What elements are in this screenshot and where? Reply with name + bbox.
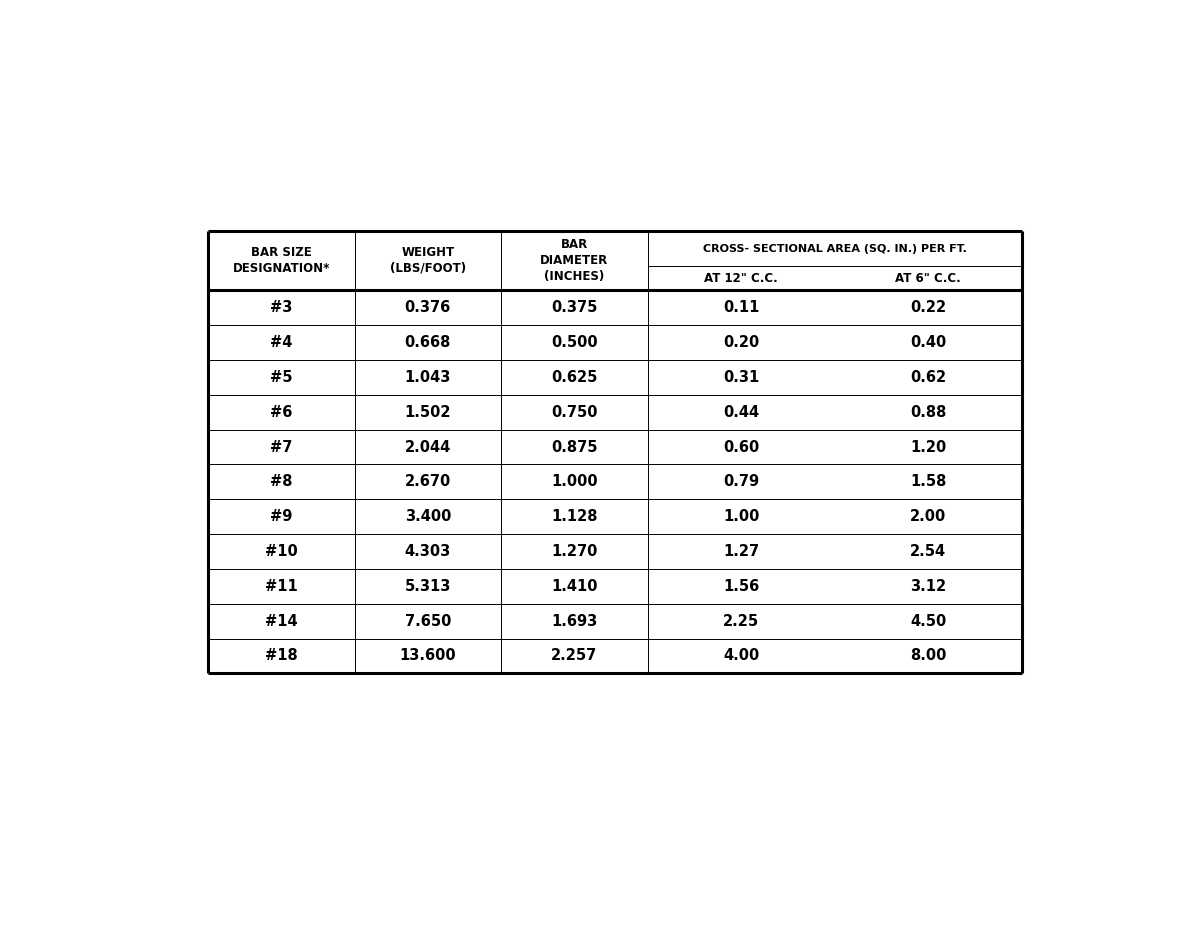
- Text: #4: #4: [270, 335, 293, 350]
- Text: #6: #6: [270, 405, 293, 420]
- Text: 1.128: 1.128: [551, 509, 598, 524]
- Text: 3.12: 3.12: [911, 578, 947, 594]
- Text: 0.668: 0.668: [404, 335, 451, 350]
- Text: 0.88: 0.88: [910, 405, 947, 420]
- Text: #18: #18: [265, 648, 298, 664]
- Text: 4.303: 4.303: [404, 544, 451, 559]
- Text: 1.000: 1.000: [551, 475, 598, 489]
- Text: 2.257: 2.257: [551, 648, 598, 664]
- Text: 4.50: 4.50: [910, 614, 947, 629]
- Text: #11: #11: [265, 578, 298, 594]
- Text: 1.27: 1.27: [724, 544, 760, 559]
- Text: BAR
DIAMETER
(INCHES): BAR DIAMETER (INCHES): [540, 238, 608, 283]
- Text: 0.31: 0.31: [724, 370, 760, 385]
- Text: AT 6" C.C.: AT 6" C.C.: [895, 272, 961, 285]
- Text: 1.270: 1.270: [551, 544, 598, 559]
- Text: 8.00: 8.00: [910, 648, 947, 664]
- Text: 1.693: 1.693: [551, 614, 598, 629]
- Text: 0.79: 0.79: [724, 475, 760, 489]
- Text: #8: #8: [270, 475, 293, 489]
- Text: 0.62: 0.62: [911, 370, 947, 385]
- Text: 2.00: 2.00: [910, 509, 947, 524]
- Text: AT 12" C.C.: AT 12" C.C.: [704, 272, 778, 285]
- Text: 1.20: 1.20: [910, 439, 947, 454]
- Text: 0.376: 0.376: [404, 300, 451, 315]
- Text: 0.60: 0.60: [724, 439, 760, 454]
- Text: 4.00: 4.00: [724, 648, 760, 664]
- Text: 0.44: 0.44: [724, 405, 760, 420]
- Text: 2.044: 2.044: [404, 439, 451, 454]
- Text: #3: #3: [270, 300, 293, 315]
- Text: 13.600: 13.600: [400, 648, 456, 664]
- Text: 1.043: 1.043: [404, 370, 451, 385]
- Text: 5.313: 5.313: [404, 578, 451, 594]
- Text: 0.20: 0.20: [724, 335, 760, 350]
- Text: 0.375: 0.375: [551, 300, 598, 315]
- Text: 0.750: 0.750: [551, 405, 598, 420]
- Text: #7: #7: [270, 439, 293, 454]
- Text: #5: #5: [270, 370, 293, 385]
- Text: 2.25: 2.25: [724, 614, 760, 629]
- Text: #9: #9: [270, 509, 293, 524]
- Text: 2.54: 2.54: [911, 544, 947, 559]
- Text: 7.650: 7.650: [404, 614, 451, 629]
- Text: 0.875: 0.875: [551, 439, 598, 454]
- Text: 1.00: 1.00: [722, 509, 760, 524]
- Text: 0.22: 0.22: [911, 300, 947, 315]
- Text: CROSS- SECTIONAL AREA (SQ. IN.) PER FT.: CROSS- SECTIONAL AREA (SQ. IN.) PER FT.: [703, 244, 967, 253]
- Text: 0.40: 0.40: [910, 335, 947, 350]
- Text: #14: #14: [265, 614, 298, 629]
- Text: WEIGHT
(LBS/FOOT): WEIGHT (LBS/FOOT): [390, 246, 466, 275]
- Text: 2.670: 2.670: [404, 475, 451, 489]
- Text: #10: #10: [265, 544, 298, 559]
- Text: 0.11: 0.11: [722, 300, 760, 315]
- Text: 0.625: 0.625: [551, 370, 598, 385]
- Text: 0.500: 0.500: [551, 335, 598, 350]
- Text: BAR SIZE
DESIGNATION*: BAR SIZE DESIGNATION*: [233, 246, 330, 275]
- Text: 1.410: 1.410: [551, 578, 598, 594]
- Text: 1.502: 1.502: [404, 405, 451, 420]
- Text: 1.56: 1.56: [724, 578, 760, 594]
- Text: 1.58: 1.58: [910, 475, 947, 489]
- Text: 3.400: 3.400: [404, 509, 451, 524]
